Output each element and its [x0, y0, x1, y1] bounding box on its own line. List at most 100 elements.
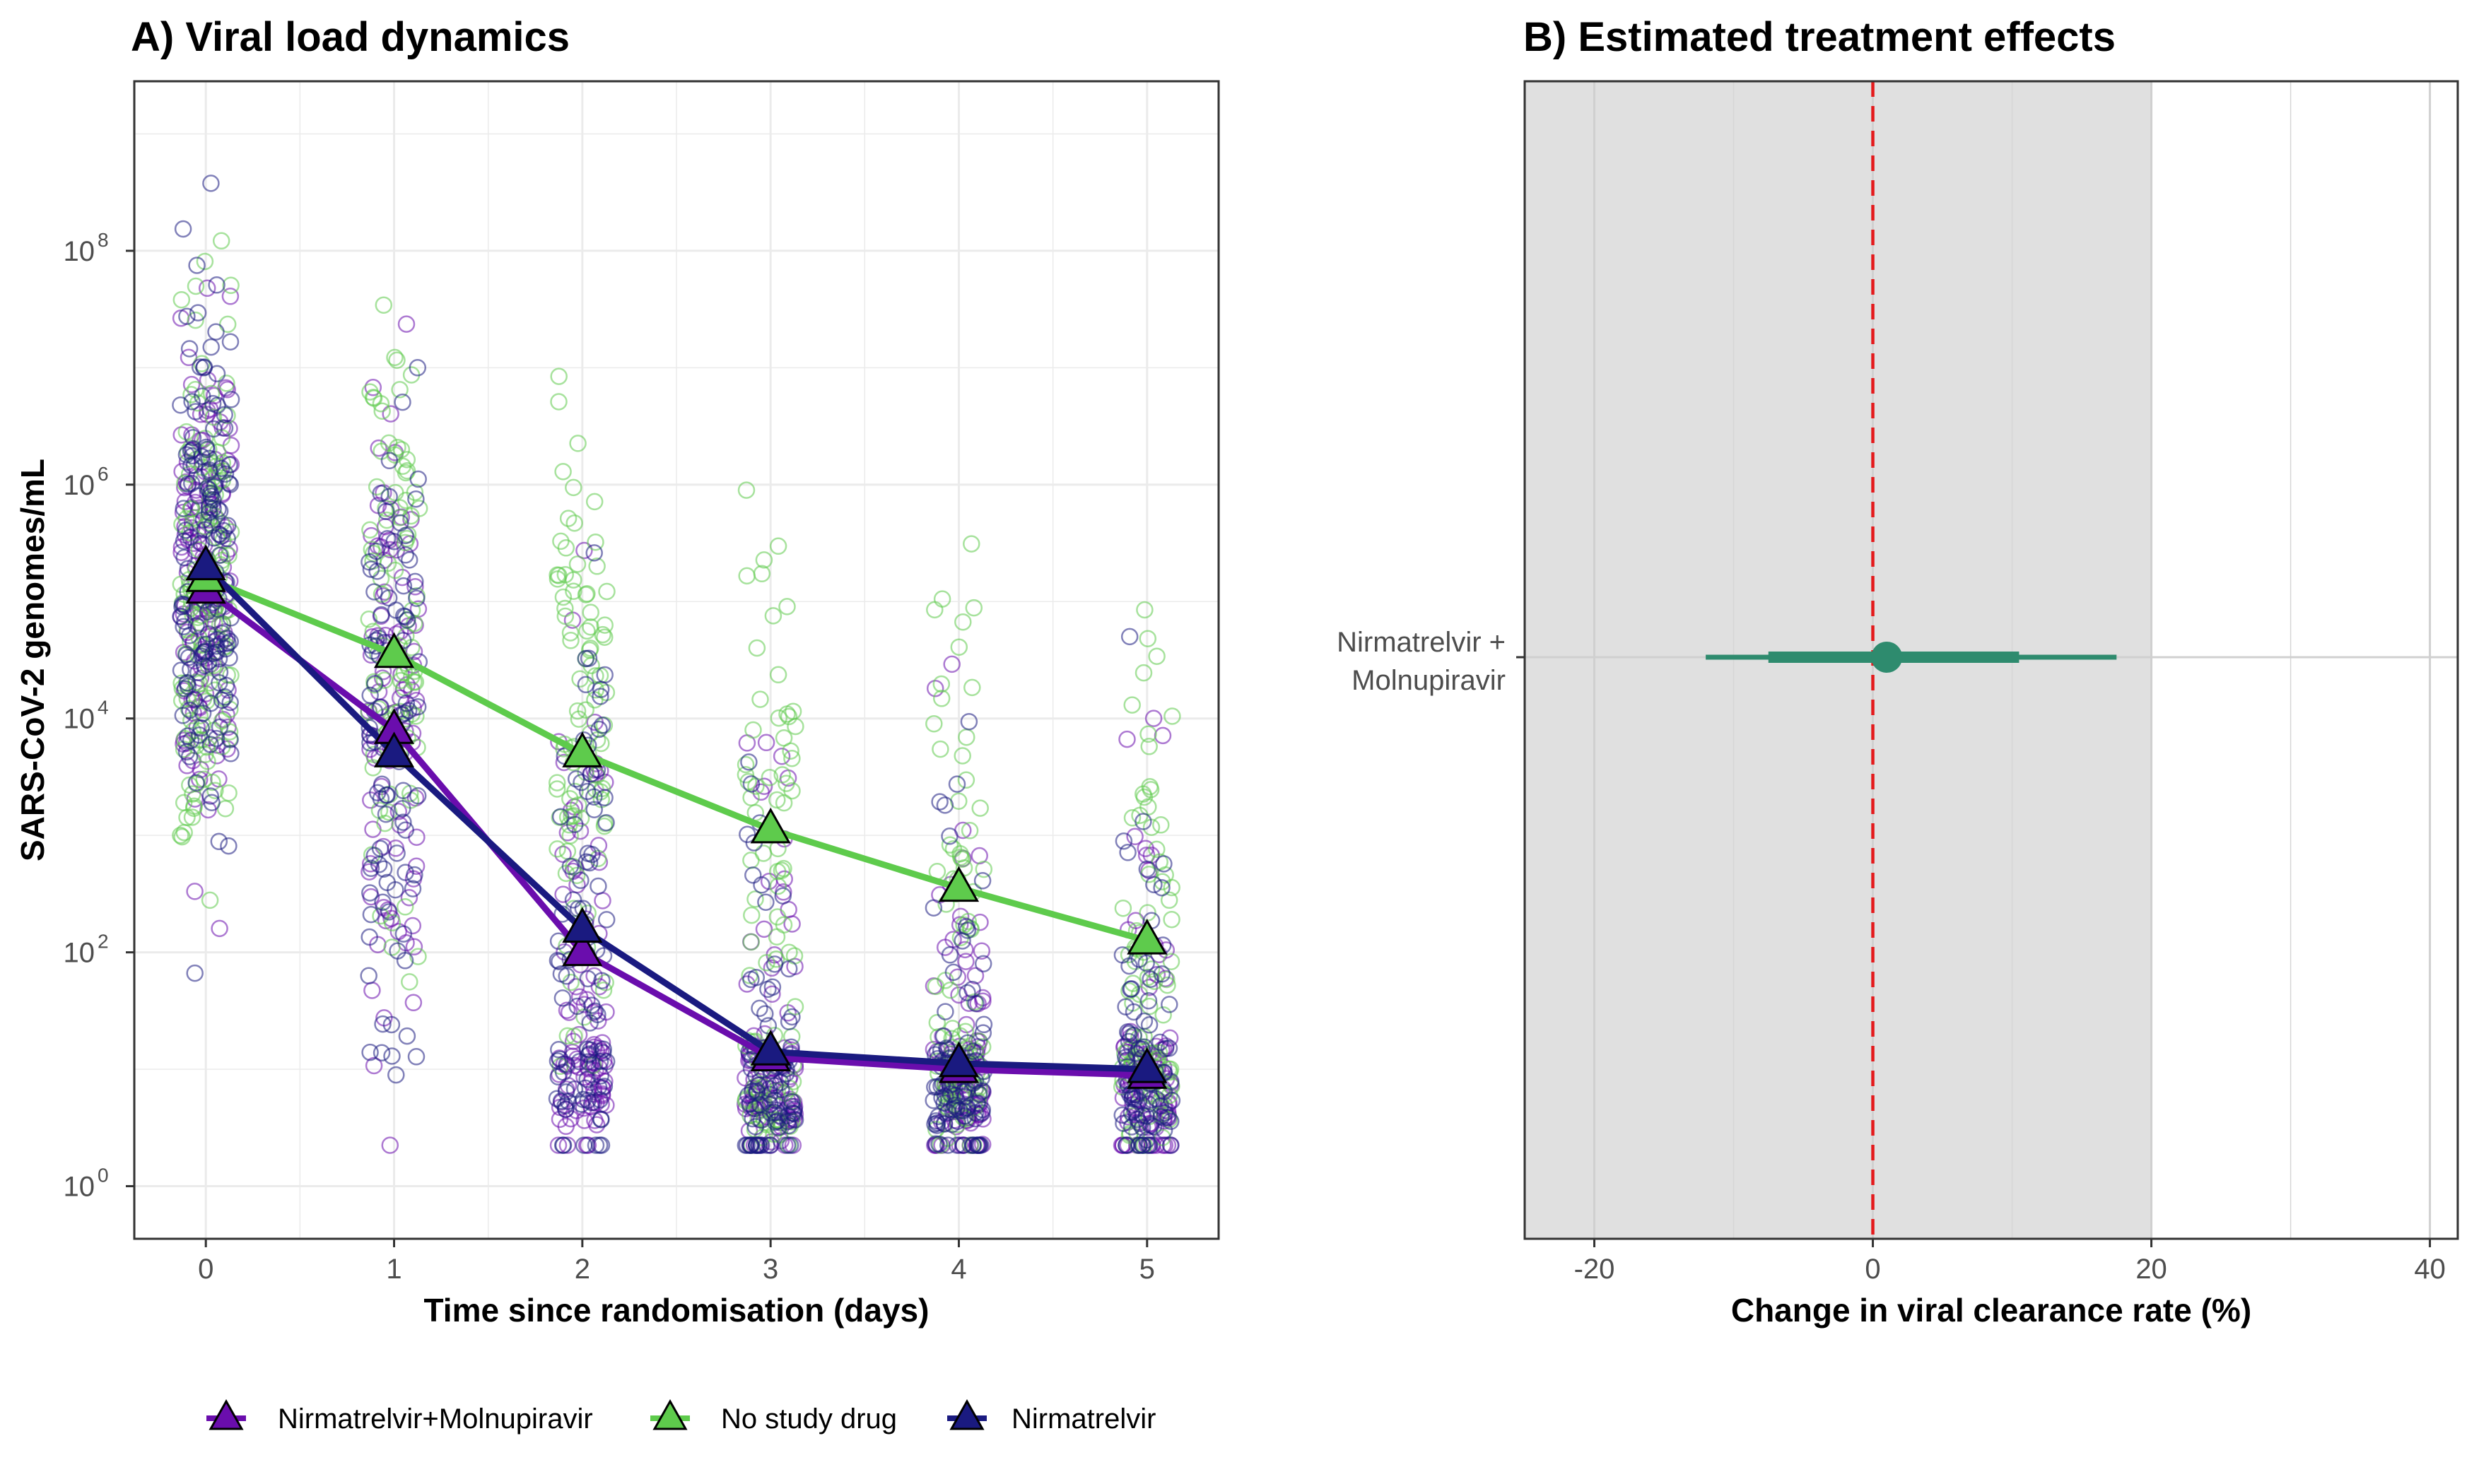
observation-point — [581, 1014, 599, 1032]
observation-point — [565, 1027, 583, 1045]
observation-point — [196, 430, 214, 447]
observation-point — [210, 650, 228, 668]
observation-point — [590, 720, 608, 738]
observation-point — [565, 582, 582, 600]
observation-point — [370, 439, 387, 457]
observation-point — [196, 252, 214, 271]
observation-point — [221, 288, 240, 305]
observation-point — [392, 514, 409, 532]
observation-point — [562, 632, 580, 649]
observation-point — [574, 1090, 592, 1109]
observation-point — [373, 775, 391, 793]
observation-point — [753, 565, 771, 583]
observation-point — [593, 717, 611, 734]
observation-point — [1154, 1006, 1172, 1024]
observation-point — [407, 490, 425, 508]
observation-point — [591, 1091, 609, 1109]
observation-point — [597, 813, 615, 832]
observation-point — [575, 1068, 593, 1086]
observation-point — [596, 628, 614, 646]
observation-point — [941, 836, 959, 854]
observation-point — [1138, 860, 1156, 878]
observation-point — [1145, 876, 1163, 894]
observation-point — [1142, 970, 1159, 989]
legend-label: No study drug — [721, 1403, 897, 1435]
observation-point — [1159, 1109, 1176, 1126]
observation-point — [554, 588, 573, 606]
observation-point — [1159, 976, 1176, 994]
observation-point — [963, 678, 981, 697]
panel-b-y-tick-label-line1: Nirmatrelvir + — [1337, 627, 1506, 658]
observation-point — [1154, 726, 1172, 745]
y-tick-label: 10 — [64, 704, 95, 735]
observation-point — [592, 734, 610, 753]
observation-point — [389, 438, 406, 457]
observation-point — [199, 625, 218, 643]
panel-a-grid — [134, 81, 1219, 1239]
observation-point — [377, 786, 395, 804]
observation-point — [1120, 957, 1138, 975]
legend-item-no-study-drug: No study drug — [650, 1398, 897, 1435]
observation-point — [177, 423, 196, 441]
observation-point — [768, 863, 787, 881]
observation-point — [565, 815, 584, 833]
observation-point — [361, 1043, 379, 1061]
observation-point — [565, 514, 583, 532]
observation-point — [221, 693, 239, 712]
observation-point — [1140, 738, 1158, 755]
observation-point — [210, 525, 228, 543]
series-marker-no-study-drug — [373, 632, 415, 669]
observation-point — [1161, 1063, 1179, 1081]
observation-point — [202, 175, 220, 192]
observation-point — [744, 866, 762, 884]
observation-point — [592, 1111, 610, 1129]
observation-point — [956, 941, 974, 959]
panel-b-y-tick-label-line2: Molnupiravir — [1352, 665, 1506, 696]
observation-point — [1160, 1040, 1178, 1057]
observation-point — [935, 1094, 953, 1112]
observation-point — [172, 290, 191, 309]
observation-point — [768, 791, 786, 809]
observation-point — [956, 1107, 974, 1125]
observation-point — [182, 731, 200, 750]
observation-point — [211, 546, 229, 564]
observation-point — [568, 702, 587, 720]
x-tick-label: 1 — [386, 1254, 401, 1285]
observation-point — [378, 511, 396, 529]
observation-point — [211, 663, 229, 681]
observation-point — [931, 793, 949, 811]
observation-point — [221, 649, 238, 667]
observation-point — [588, 558, 606, 575]
observation-point — [378, 873, 397, 892]
observation-point — [405, 673, 423, 691]
observation-point — [577, 586, 595, 603]
observation-point — [556, 607, 575, 625]
observation-point — [178, 307, 196, 325]
observation-point — [965, 599, 983, 617]
observation-point — [549, 1136, 568, 1154]
observation-point — [1123, 696, 1141, 714]
observation-point — [966, 967, 985, 984]
observation-point — [372, 907, 389, 925]
observation-point — [778, 598, 796, 616]
legend: Nirmatrelvir+Molnupiravir No study drug … — [206, 1398, 1156, 1435]
observation-point — [741, 1095, 758, 1113]
observation-point — [222, 276, 240, 295]
observation-point — [757, 893, 775, 911]
observation-point — [1123, 809, 1142, 827]
observation-point — [957, 953, 975, 970]
observation-point — [557, 1100, 575, 1119]
observation-point — [761, 1136, 780, 1154]
observation-point — [397, 315, 416, 333]
observation-point — [1139, 991, 1158, 1010]
observation-point — [764, 607, 782, 625]
observation-point — [397, 534, 414, 552]
observation-point — [576, 1079, 594, 1097]
observation-point — [1120, 628, 1139, 646]
observation-point — [1139, 1136, 1158, 1154]
observation-point — [775, 729, 793, 747]
observation-point — [568, 866, 586, 885]
observation-point — [406, 866, 423, 884]
observation-point — [408, 589, 426, 607]
observation-point — [763, 985, 781, 1003]
